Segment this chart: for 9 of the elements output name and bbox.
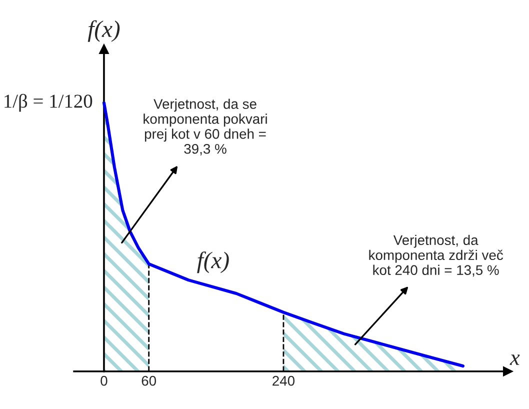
annotation: Verjetnost, da se komponenta pokvari prej kot v 60 dneh = 39,3 %	[144, 98, 267, 156]
x-axis-title: x	[510, 354, 520, 365]
annotation: 1/β = 1/120	[4, 94, 92, 112]
x-tick-label: 0	[100, 376, 108, 386]
series-label: f(x)	[197, 251, 229, 274]
x-tick-label: 240	[272, 376, 295, 386]
y-axis-title: f(x)	[88, 20, 120, 42]
annotation: Verjetnost, da komponenta zdrži več kot 240 dni = 13,5 %	[369, 234, 504, 277]
x-tick-label: 60	[142, 376, 156, 386]
